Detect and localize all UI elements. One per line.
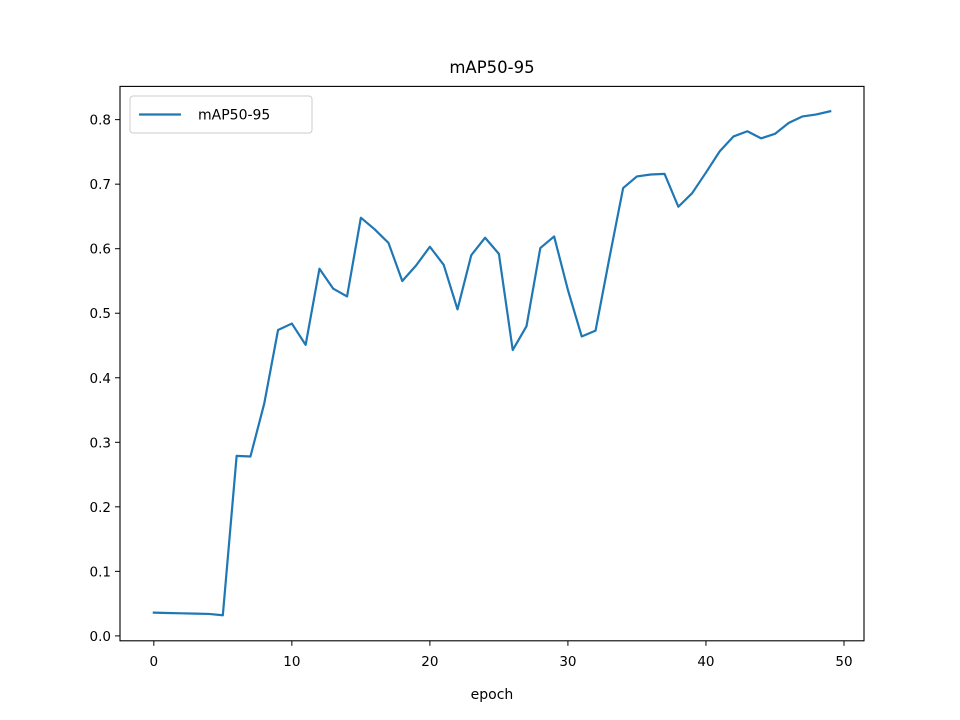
legend-label: mAP50-95: [198, 108, 270, 124]
y-tick-label: 0.0: [90, 629, 111, 645]
axes-frame: [119, 85, 865, 642]
y-tick-label: 0.7: [90, 177, 111, 193]
x-tick-label: 50: [835, 654, 852, 670]
series-line-mAP50-95: [152, 109, 832, 617]
plot-area: [152, 109, 832, 617]
chart-title: mAP50-95: [449, 58, 534, 77]
x-tick-label: 40: [697, 654, 714, 670]
legend: mAP50-95: [129, 95, 313, 134]
legend-box: [129, 95, 313, 134]
x-axis: 0 10 20 30 40 50: [150, 640, 853, 670]
x-tick-label: 0: [150, 654, 159, 670]
y-tick-label: 0.5: [90, 306, 111, 322]
y-tick-label: 0.3: [90, 435, 111, 451]
y-axis: 0.0 0.1 0.2 0.3 0.4 0.5 0.6 0.7 0.8: [90, 113, 120, 645]
y-tick-label: 0.6: [90, 242, 111, 258]
y-tick-label: 0.8: [90, 113, 111, 129]
y-tick-label: 0.2: [90, 500, 111, 516]
y-tick-label: 0.1: [90, 564, 111, 580]
x-axis-label: epoch: [471, 687, 514, 703]
x-tick-label: 10: [283, 654, 300, 670]
y-tick-label: 0.4: [90, 371, 111, 387]
x-tick-label: 30: [559, 654, 576, 670]
x-tick-label: 20: [421, 654, 438, 670]
